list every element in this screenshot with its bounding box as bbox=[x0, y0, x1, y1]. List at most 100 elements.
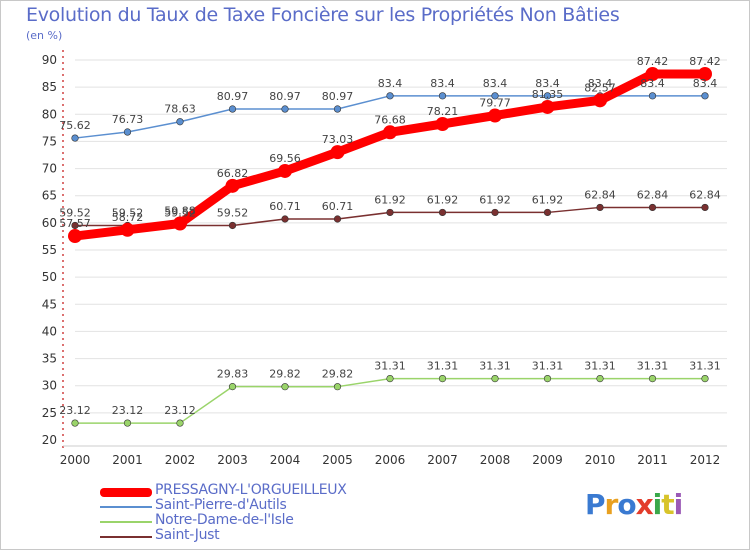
data-label: 57.57 bbox=[59, 217, 91, 230]
data-point bbox=[386, 208, 394, 217]
data-point bbox=[228, 105, 237, 113]
x-tick-label: 2010 bbox=[585, 453, 616, 467]
x-tick-label: 2003 bbox=[217, 453, 248, 467]
data-point bbox=[68, 229, 82, 244]
data-point bbox=[333, 215, 342, 223]
data-label: 29.83 bbox=[217, 368, 249, 381]
x-tick-label: 2007 bbox=[427, 453, 458, 467]
data-label: 79.77 bbox=[479, 97, 511, 110]
data-label: 81.35 bbox=[532, 88, 564, 101]
y-tick-label: 50 bbox=[42, 270, 57, 284]
data-point bbox=[225, 178, 240, 193]
data-label: 87.42 bbox=[637, 55, 669, 68]
proxiti-logo: Proxiti bbox=[585, 488, 683, 521]
data-point bbox=[435, 117, 450, 132]
data-label: 31.31 bbox=[689, 360, 721, 373]
legend-item: Saint-Just bbox=[100, 527, 430, 543]
data-label: 62.84 bbox=[584, 188, 616, 201]
data-label: 78.21 bbox=[427, 105, 459, 118]
data-point bbox=[333, 383, 342, 391]
data-label: 83.4 bbox=[378, 77, 403, 90]
data-point bbox=[491, 208, 499, 217]
data-point bbox=[438, 375, 447, 383]
data-point bbox=[438, 92, 447, 100]
data-point bbox=[281, 105, 289, 113]
y-tick-label: 90 bbox=[42, 53, 57, 67]
x-tick-label: 2009 bbox=[532, 453, 563, 467]
logo-letter: t bbox=[661, 488, 674, 521]
data-label: 23.12 bbox=[59, 404, 91, 417]
data-label: 76.68 bbox=[374, 113, 406, 126]
data-label: 29.82 bbox=[269, 368, 301, 381]
y-tick-label: 60 bbox=[42, 216, 57, 230]
y-tick-label: 40 bbox=[42, 324, 57, 338]
data-point bbox=[228, 221, 237, 230]
data-label: 83.4 bbox=[693, 77, 718, 90]
data-point bbox=[596, 375, 604, 383]
data-label: 61.92 bbox=[479, 193, 511, 206]
data-point bbox=[701, 203, 709, 212]
data-label: 59.88 bbox=[164, 205, 196, 218]
x-tick-label: 2001 bbox=[112, 453, 143, 467]
legend-swatch bbox=[100, 536, 152, 538]
data-label: 23.12 bbox=[112, 404, 144, 417]
x-tick-label: 2000 bbox=[60, 453, 91, 467]
data-label: 29.82 bbox=[322, 368, 354, 381]
data-point bbox=[596, 203, 604, 212]
data-point bbox=[648, 92, 657, 100]
data-point bbox=[281, 215, 289, 223]
logo-letter: x bbox=[635, 488, 654, 521]
x-tick-label: 2006 bbox=[375, 453, 406, 467]
data-label: 80.97 bbox=[217, 90, 249, 103]
legend-label: Saint-Pierre-d'Autils bbox=[155, 497, 287, 513]
data-point bbox=[543, 375, 552, 383]
unit-label: (en %) bbox=[26, 29, 63, 42]
legend-label: Notre-Dame-de-l'Isle bbox=[155, 512, 294, 528]
data-label: 59.52 bbox=[112, 206, 144, 219]
data-label: 31.31 bbox=[374, 360, 406, 373]
data-label: 59.52 bbox=[217, 206, 249, 219]
data-point bbox=[281, 383, 289, 391]
legend-item: Notre-Dame-de-l'Isle bbox=[100, 512, 430, 528]
data-label: 59.52 bbox=[164, 206, 196, 219]
x-tick-label: 2012 bbox=[690, 453, 721, 467]
logo-letter: P bbox=[585, 488, 606, 521]
data-point bbox=[438, 208, 447, 217]
data-point bbox=[701, 375, 709, 383]
logo-letter: i bbox=[652, 488, 663, 521]
data-label: 76.73 bbox=[112, 113, 144, 126]
data-point bbox=[386, 92, 394, 100]
x-tick-label: 2002 bbox=[165, 453, 196, 467]
data-point bbox=[71, 419, 79, 427]
data-label: 83.4 bbox=[430, 77, 455, 90]
data-label: 61.92 bbox=[427, 193, 459, 206]
data-label: 31.31 bbox=[584, 360, 616, 373]
y-tick-label: 85 bbox=[42, 80, 57, 94]
y-tick-label: 20 bbox=[42, 433, 57, 447]
data-label: 31.31 bbox=[532, 360, 564, 373]
data-point bbox=[120, 222, 135, 237]
y-tick-label: 25 bbox=[42, 406, 57, 420]
data-label: 31.31 bbox=[427, 360, 459, 373]
legend-swatch bbox=[100, 488, 152, 497]
series-points bbox=[68, 67, 712, 427]
axes: 20 25 30 35 40 45 50 55 60 65 70 75 80 85 90 2000 2001 20… bbox=[42, 50, 727, 467]
logo-letter: o bbox=[617, 488, 636, 521]
data-point bbox=[333, 105, 342, 113]
data-point bbox=[543, 208, 552, 217]
data-point bbox=[330, 145, 345, 160]
data-point bbox=[176, 419, 184, 427]
data-label: 82.57 bbox=[584, 81, 616, 94]
data-point bbox=[488, 108, 502, 123]
grid-lines bbox=[75, 59, 727, 414]
data-point bbox=[491, 375, 499, 383]
data-point bbox=[123, 128, 132, 136]
data-point bbox=[123, 419, 132, 427]
data-label: 60.71 bbox=[269, 200, 301, 213]
data-label: 80.97 bbox=[322, 90, 354, 103]
data-label: 83.4 bbox=[640, 77, 665, 90]
data-point bbox=[173, 216, 187, 231]
data-label: 73.03 bbox=[322, 133, 354, 146]
data-label: 61.92 bbox=[374, 193, 406, 206]
data-label: 62.84 bbox=[637, 188, 669, 201]
